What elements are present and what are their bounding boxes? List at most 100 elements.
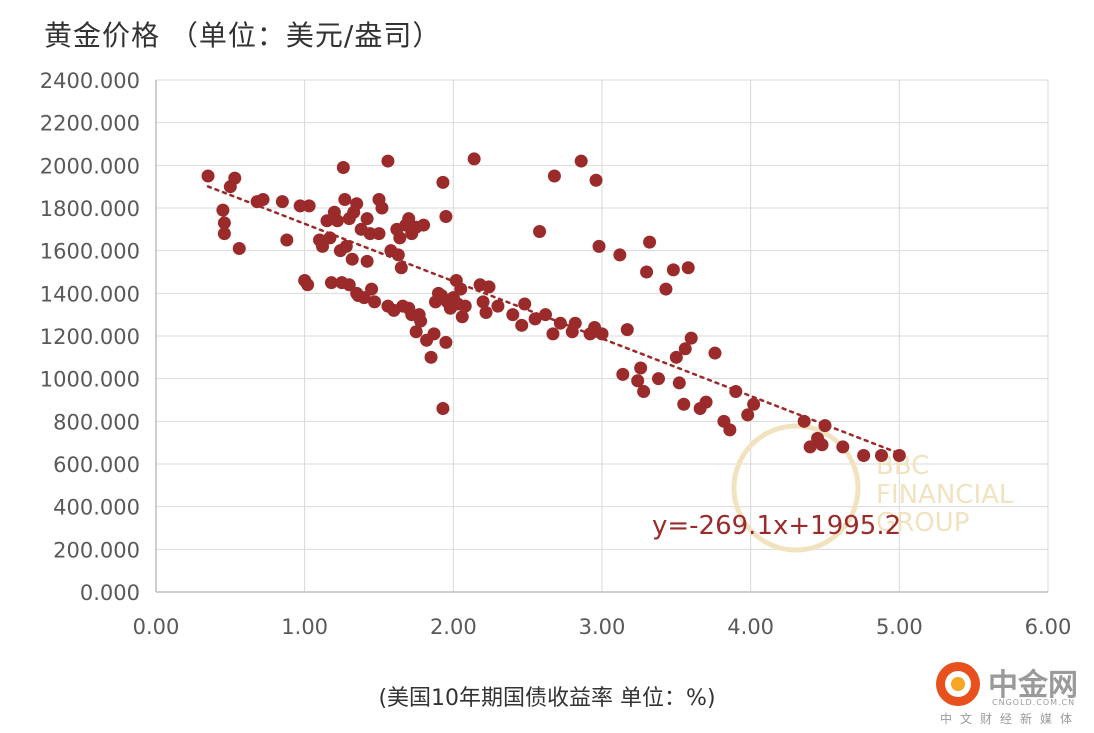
y-tick-label: 1200.000: [40, 325, 140, 349]
data-point: [414, 314, 428, 328]
y-tick-label: 2000.000: [40, 154, 140, 178]
data-point: [316, 239, 330, 253]
data-point: [643, 235, 657, 249]
data-point: [360, 212, 374, 226]
y-tick-label: 1800.000: [40, 197, 140, 221]
watermark-text: GROUP: [876, 508, 969, 538]
data-point: [338, 192, 352, 206]
data-point: [275, 195, 289, 209]
trendline: [206, 185, 901, 455]
data-point: [324, 276, 338, 290]
trendline-group: y=-269.1x+1995.2: [206, 185, 901, 541]
x-tick-label: 4.00: [727, 615, 774, 639]
data-point: [427, 327, 441, 341]
data-point: [232, 242, 246, 256]
data-point: [201, 169, 215, 183]
data-point: [574, 154, 588, 168]
data-point: [339, 239, 353, 253]
data-point: [436, 402, 450, 416]
data-point: [491, 299, 505, 313]
x-tick-label: 1.00: [281, 615, 328, 639]
data-point: [454, 282, 468, 296]
data-point: [302, 199, 316, 213]
data-point: [666, 263, 680, 277]
grid-lines: [155, 79, 1049, 593]
data-point: [256, 192, 270, 206]
logo-name: 中金网: [988, 668, 1078, 703]
data-point: [595, 327, 609, 341]
data-point: [368, 295, 382, 309]
data-point: [372, 227, 386, 241]
data-point: [357, 291, 371, 305]
x-axis-label: (美国10年期国债收益率 单位：%): [378, 686, 716, 711]
data-point: [616, 367, 630, 381]
data-point: [677, 397, 691, 411]
data-point: [476, 295, 490, 309]
data-point: [467, 152, 481, 166]
data-point: [620, 323, 634, 337]
data-point: [381, 154, 395, 168]
data-point: [365, 282, 379, 296]
data-point: [723, 423, 737, 437]
data-point: [708, 346, 722, 360]
data-point: [803, 440, 817, 454]
x-tick-label: 3.00: [579, 615, 626, 639]
y-tick-label: 400.000: [53, 496, 140, 520]
data-point: [815, 438, 829, 452]
data-point: [729, 384, 743, 398]
data-point: [747, 397, 761, 411]
data-point: [651, 372, 665, 386]
trendline-equation: y=-269.1x+1995.2: [652, 511, 901, 541]
data-point: [336, 160, 350, 174]
data-point: [547, 169, 561, 183]
data-point: [684, 331, 698, 345]
data-point: [455, 310, 469, 324]
data-point: [699, 395, 713, 409]
y-tick-label: 2400.000: [40, 69, 140, 93]
data-point: [533, 224, 547, 238]
y-tick-label: 1400.000: [40, 282, 140, 306]
data-point: [320, 214, 334, 228]
cngold-logo: 中金网 CNGOLD.COM.CN 中文财经新媒体: [936, 660, 1086, 726]
data-point: [678, 342, 692, 356]
data-point: [394, 261, 408, 275]
logo-domain: CNGOLD.COM.CN: [992, 698, 1076, 707]
data-point: [892, 448, 906, 462]
data-points: [201, 152, 906, 462]
data-point: [280, 233, 294, 247]
data-point: [592, 239, 606, 253]
y-tick-label: 2200.000: [40, 112, 140, 136]
data-point: [228, 171, 242, 185]
data-point: [518, 297, 532, 311]
data-point: [553, 316, 567, 330]
data-point: [669, 350, 683, 364]
data-point: [637, 384, 651, 398]
data-point: [528, 312, 542, 326]
data-point: [436, 175, 450, 189]
data-point: [741, 408, 755, 422]
data-point: [874, 448, 888, 462]
x-tick-label: 5.00: [876, 615, 923, 639]
tick-labels: 0.000 200.000 400.000 600.000 800.000 1000.00…: [40, 69, 1072, 639]
data-point: [217, 227, 231, 241]
data-point: [546, 327, 560, 341]
data-point: [482, 280, 496, 294]
x-tick-label: 0.00: [133, 615, 180, 639]
data-point: [217, 216, 231, 230]
logo-tagline: 中文财经新媒体: [940, 712, 1081, 726]
data-point: [797, 414, 811, 428]
data-point: [458, 299, 472, 313]
data-point: [836, 440, 850, 454]
data-point: [301, 278, 315, 292]
data-point: [424, 350, 438, 364]
y-tick-label: 600.000: [53, 453, 140, 477]
data-point: [672, 376, 686, 390]
data-point: [631, 374, 645, 388]
data-point: [402, 212, 416, 226]
watermark-text: FINANCIAL: [876, 480, 1014, 510]
data-point: [613, 248, 627, 262]
y-tick-label: 800.000: [53, 410, 140, 434]
data-point: [479, 306, 493, 320]
